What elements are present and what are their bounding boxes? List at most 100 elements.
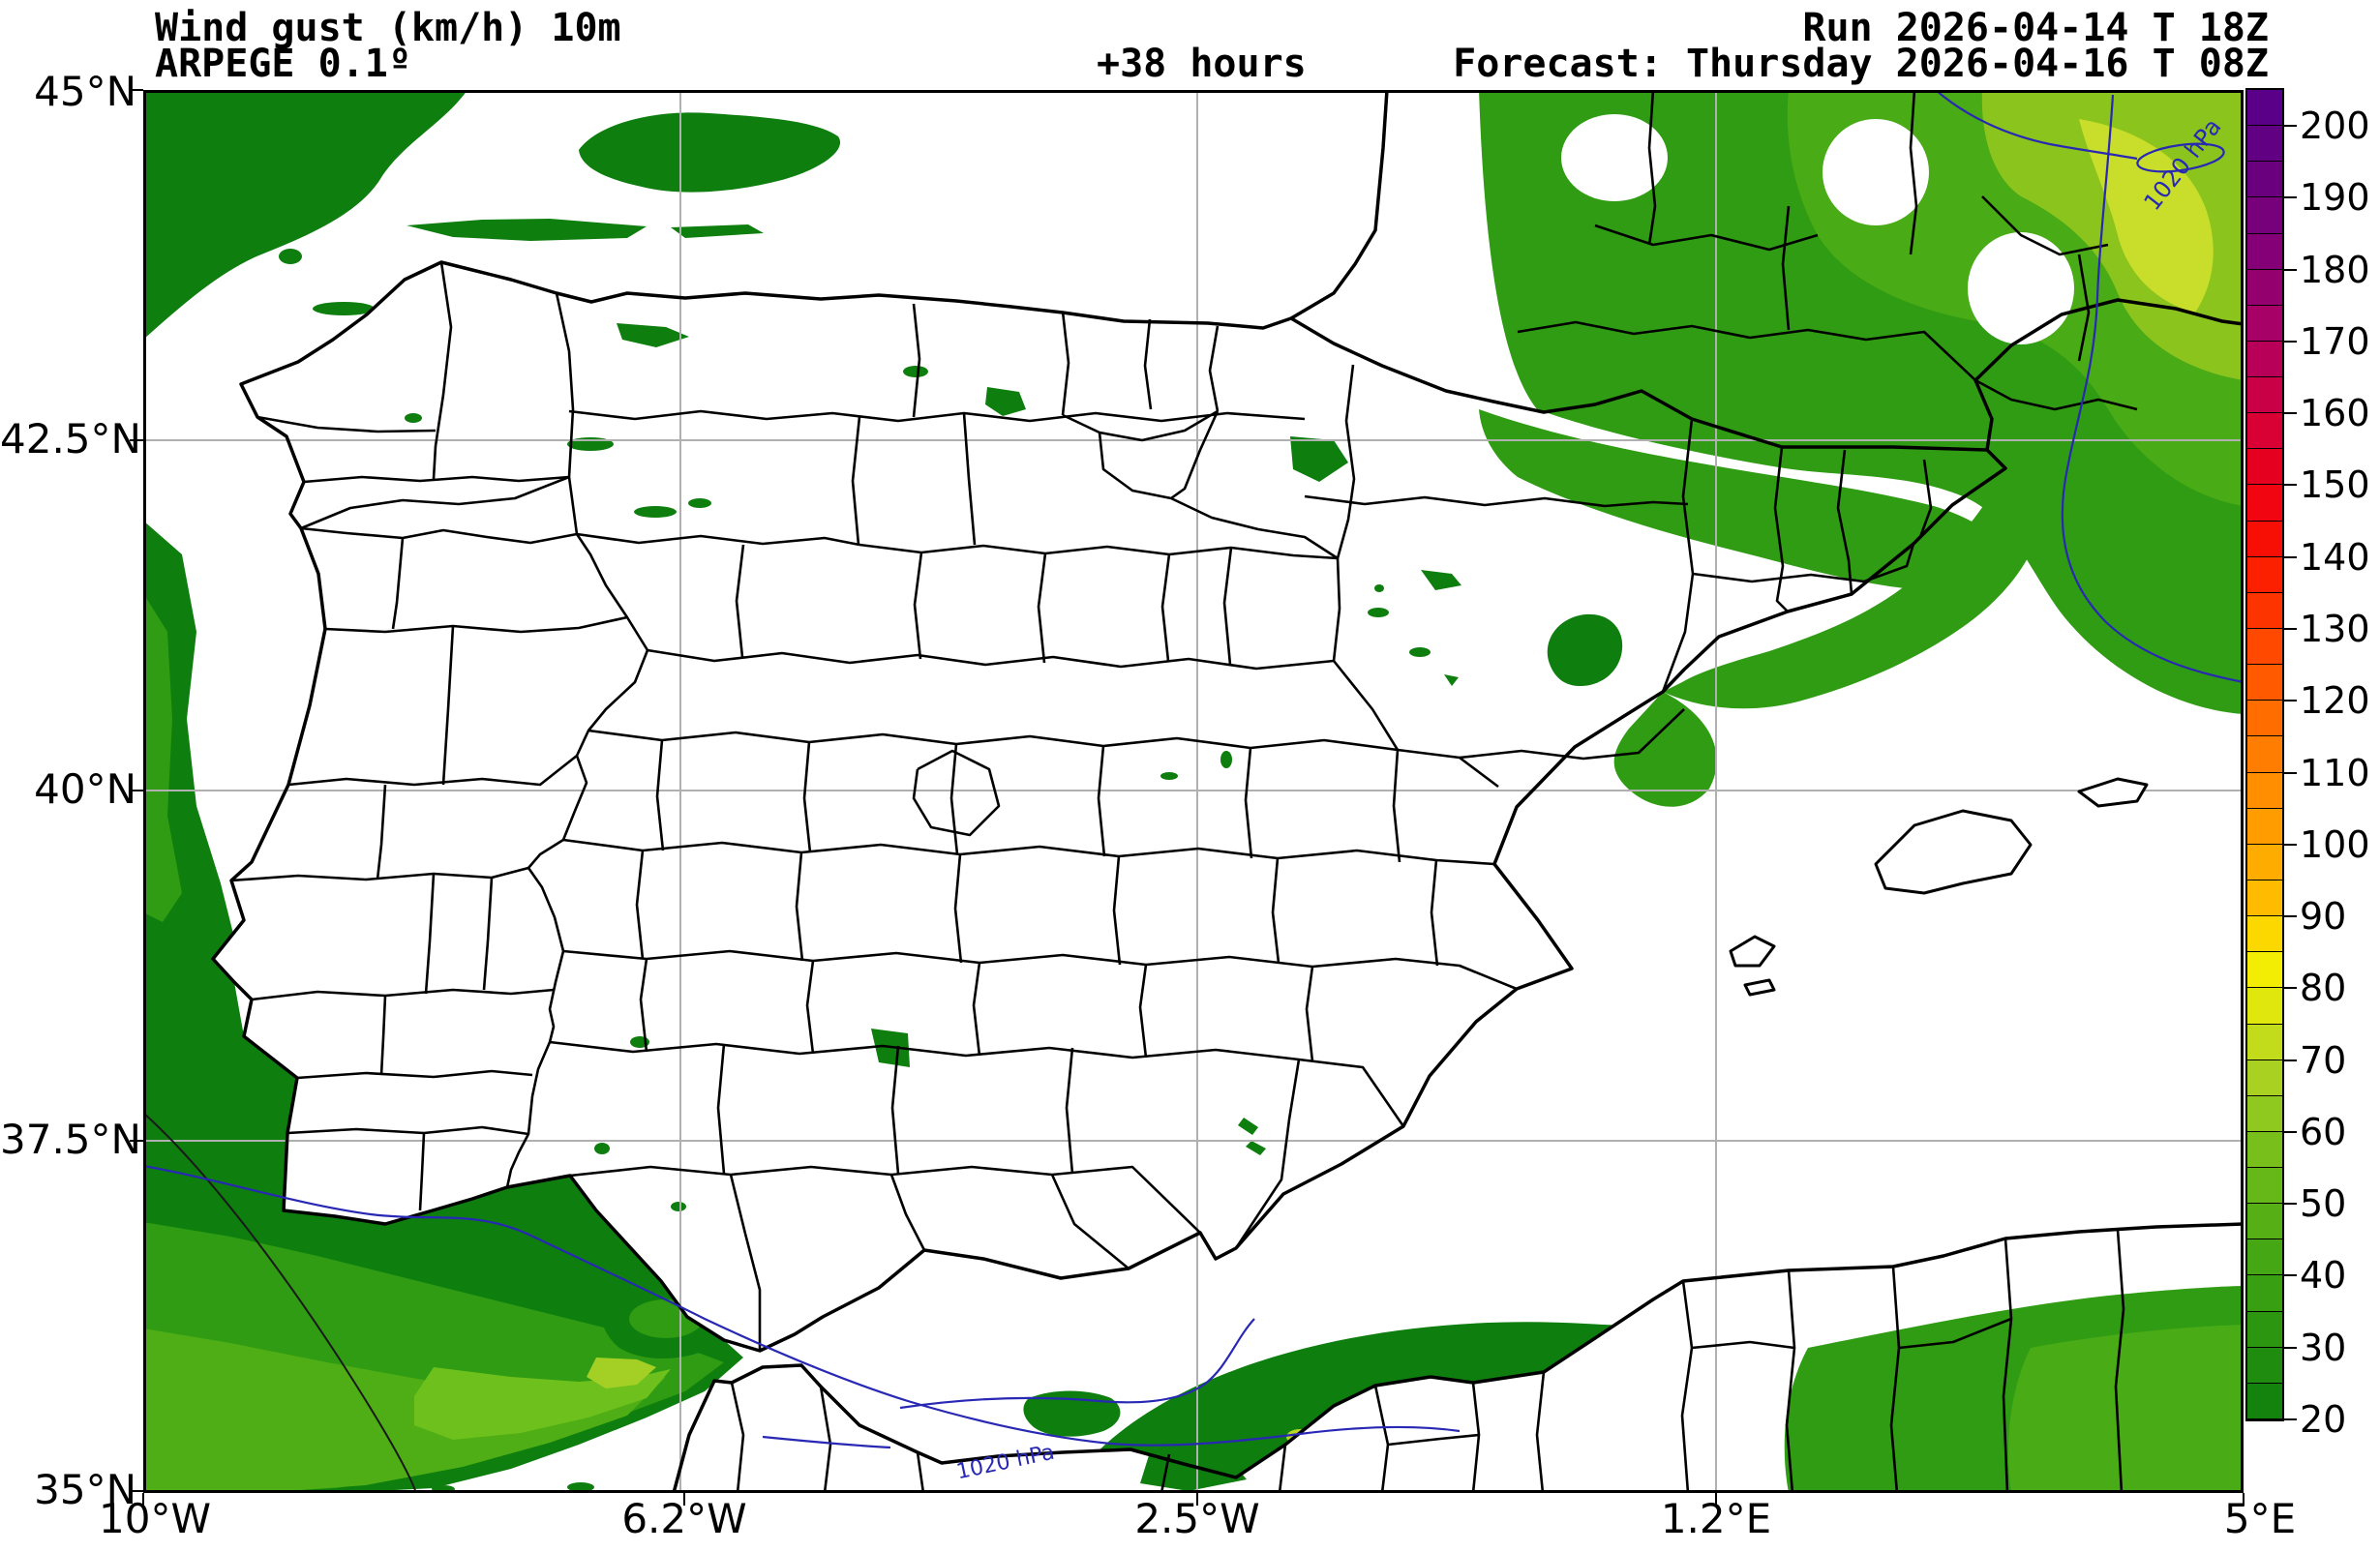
lon-axis-tick (1196, 1493, 1198, 1506)
lon-axis-label: 10°W (99, 1495, 211, 1542)
latlon-gridlines (143, 90, 2244, 1493)
lead-time-label: +38 hours (1097, 42, 1307, 86)
colorbar-tick-label: 100 (2300, 822, 2370, 866)
run-label: Run 2026-04-14 T 18Z (1802, 6, 2269, 50)
colorbar-tick-label: 110 (2300, 751, 2370, 794)
colorbar-segment (2247, 1060, 2282, 1096)
colorbar-tick (2284, 987, 2297, 990)
colorbar-tick (2284, 1203, 2297, 1206)
colorbar-segment (2247, 880, 2282, 917)
colorbar-segment (2247, 1239, 2282, 1276)
colorbar-tick (2284, 1130, 2297, 1133)
lon-axis-tick (1715, 1493, 1717, 1506)
africa-interior-lines (730, 1229, 2125, 1494)
colorbar-tick-label: 20 (2300, 1398, 2347, 1441)
colorbar-tick-label: 160 (2300, 392, 2370, 435)
colorbar-tick (2284, 555, 2297, 558)
colorbar-tick (2284, 843, 2297, 846)
iberia-landmass (213, 262, 2005, 1351)
colorbar-tick (2284, 700, 2297, 702)
colorbar-tick (2284, 268, 2297, 271)
france-department-lines (1517, 89, 2138, 411)
colorbar-tick (2284, 1418, 2297, 1420)
colorbar-tick (2284, 1346, 2297, 1349)
colorbar-segment (2247, 988, 2282, 1025)
colorbar-segment (2247, 629, 2282, 666)
lat-axis-label: 42.5°N (0, 415, 141, 463)
colorbar-segment (2247, 485, 2282, 522)
colorbar-segment (2247, 1275, 2282, 1312)
colorbar-segment (2247, 1311, 2282, 1348)
colorbar-tick (2284, 340, 2297, 343)
colorbar-tick (2284, 628, 2297, 631)
colorbar-segment (2247, 233, 2282, 270)
colorbar-tick-label: 170 (2300, 319, 2370, 363)
lat-axis-label: 45°N (34, 68, 136, 115)
lat-axis-label: 35°N (34, 1466, 136, 1513)
colorbar-tick (2284, 196, 2297, 199)
lat-axis-tick (130, 439, 143, 441)
colorbar-tick-label: 90 (2300, 895, 2347, 939)
colorbar-tick-label: 120 (2300, 679, 2370, 723)
colorbar-tick-label: 30 (2300, 1326, 2347, 1369)
colorbar-tick-label: 190 (2300, 176, 2370, 220)
colorbar-segment (2247, 1131, 2282, 1169)
colorbar-segment (2247, 736, 2282, 773)
lat-axis-label: 40°N (34, 765, 136, 813)
province-boundaries (230, 261, 1933, 1351)
lat-axis-tick (130, 89, 143, 91)
colorbar-tick-label: 60 (2300, 1110, 2347, 1153)
colorbar-segment (2247, 1095, 2282, 1132)
colorbar-segment (2247, 701, 2282, 737)
colorbar-tick (2284, 915, 2297, 918)
balearic-islands (1729, 777, 2149, 997)
colorbar-segment (2247, 556, 2282, 593)
colorbar-tick-label: 200 (2300, 104, 2370, 148)
colorbar-segment (2247, 1024, 2282, 1060)
map-area (142, 89, 2244, 1494)
colorbar-segment (2247, 665, 2282, 701)
map-frame (143, 90, 2244, 1493)
lon-axis-tick (2243, 1493, 2244, 1506)
lat-axis-tick (130, 790, 143, 791)
colorbar-segment (2247, 341, 2282, 378)
colorbar-tick (2284, 484, 2297, 487)
lat-axis-tick (130, 1490, 143, 1492)
model-subtitle: ARPEGE 0.1º (155, 42, 411, 86)
colorbar-tick (2284, 125, 2297, 128)
colorbar-segment (2247, 90, 2282, 127)
colorbar-segment (2247, 844, 2282, 880)
colorbar-segment (2247, 305, 2282, 342)
colorbar-segment (2247, 162, 2282, 198)
colorbar-tick-label: 70 (2300, 1038, 2347, 1082)
colorbar-segment (2247, 269, 2282, 306)
colorbar-tick (2284, 1059, 2297, 1061)
colorbar-segment (2247, 377, 2282, 414)
colorbar-segment (2247, 1347, 2282, 1384)
colorbar-tick-label: 50 (2300, 1182, 2347, 1226)
atlantic-track-line (142, 1112, 417, 1494)
colorbar-tick-label: 80 (2300, 967, 2347, 1010)
colorbar-segment (2247, 808, 2282, 845)
colorbar-segment (2247, 916, 2282, 953)
colorbar-tick-label: 180 (2300, 248, 2370, 291)
colorbar-segment (2247, 772, 2282, 809)
colorbar-tick-label: 40 (2300, 1254, 2347, 1298)
lon-axis-label: 5°E (2223, 1495, 2297, 1542)
product-title: Wind gust (km/h) 10m (155, 6, 621, 50)
colorbar-tick (2284, 412, 2297, 415)
forecast-label: Forecast: Thursday 2026-04-16 T 08Z (1453, 42, 2269, 86)
colorbar-segment (2247, 952, 2282, 989)
land-gust-shading (1140, 90, 2244, 1493)
colorbar-segment (2247, 413, 2282, 450)
colorbar-tick (2284, 1274, 2297, 1277)
colorbar-segment (2247, 197, 2282, 234)
colorbar-segment (2247, 521, 2282, 557)
colorbar-tick-label: 130 (2300, 608, 2370, 651)
colorbar-tick-label: 150 (2300, 463, 2370, 507)
isobar-1020-lines (142, 89, 2244, 1449)
lat-axis-tick (130, 1140, 143, 1142)
lon-axis-tick (142, 1493, 144, 1506)
colorbar-segment (2247, 1204, 2282, 1240)
